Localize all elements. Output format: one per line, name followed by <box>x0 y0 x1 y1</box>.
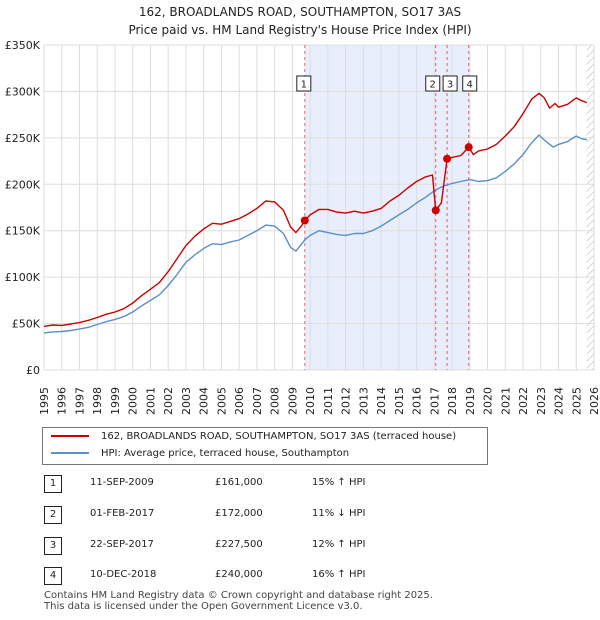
legend-item-property: 162, BROADLANDS ROAD, SOUTHAMPTON, SO17 … <box>51 429 456 445</box>
transaction-point <box>300 216 309 225</box>
x-tick-label: 2018 <box>446 387 459 415</box>
x-tick-label: 1998 <box>91 387 104 415</box>
chart-legend: 162, BROADLANDS ROAD, SOUTHAMPTON, SO17 … <box>42 427 488 465</box>
hpi-series-line <box>44 134 588 334</box>
transaction-marker-label: 4 <box>462 75 478 92</box>
transaction-price: £227,500 <box>215 539 263 550</box>
x-tick-label: 1995 <box>38 387 51 415</box>
transaction-marker-label: 1 <box>296 75 312 92</box>
price-chart: £0 £50K £100K £150K £200K £250K £300K £350K 1995… <box>5 39 600 415</box>
y-tick-label: £250K <box>5 132 41 145</box>
x-tick-label: 2005 <box>215 387 228 415</box>
x-tick-label: 2001 <box>144 387 157 415</box>
transaction-row: 4 10-DEC-2018 £240,000 16% ↑ HPI <box>0 567 600 587</box>
x-tick-label: 2013 <box>357 387 370 415</box>
hatched-projection-area <box>586 45 594 370</box>
transaction-price: £161,000 <box>215 477 263 488</box>
transaction-date: 22-SEP-2017 <box>90 539 154 550</box>
legend-label-property: 162, BROADLANDS ROAD, SOUTHAMPTON, SO17 … <box>101 431 457 442</box>
transaction-row: 3 22-SEP-2017 £227,500 12% ↑ HPI <box>0 537 600 557</box>
x-tick-label: 2012 <box>340 387 353 415</box>
transaction-number-badge: 3 <box>44 537 62 555</box>
transaction-marker-number: 3 <box>447 80 453 91</box>
x-tick-label: 2020 <box>482 387 495 415</box>
y-tick-label: £350K <box>5 39 41 52</box>
transaction-row: 1 11-SEP-2009 £161,000 15% ↑ HPI <box>0 475 600 495</box>
transaction-marker-box <box>425 75 441 92</box>
property-series-line <box>44 92 588 328</box>
x-tick-label: 2026 <box>588 387 600 415</box>
x-tick-label: 2007 <box>251 387 264 415</box>
transaction-number-badge: 4 <box>44 567 62 585</box>
legend-item-hpi: HPI: Average price, terraced house, Sout… <box>51 446 349 462</box>
x-tick-label: 2025 <box>570 387 583 415</box>
transaction-date: 01-FEB-2017 <box>90 508 155 519</box>
transaction-point <box>464 143 473 152</box>
x-tick-label: 2008 <box>269 387 282 415</box>
x-tick-label: 2019 <box>464 387 477 415</box>
transaction-price: £172,000 <box>215 508 263 519</box>
transaction-marker-number: 1 <box>301 80 307 91</box>
footer-copyright: Contains HM Land Registry data © Crown c… <box>44 590 433 601</box>
x-tick-label: 2021 <box>499 387 512 415</box>
x-tick-label: 2024 <box>553 387 566 415</box>
legend-swatch-hpi <box>51 452 89 454</box>
x-tick-label: 2023 <box>535 387 548 415</box>
x-tick-label: 2006 <box>233 387 246 415</box>
transaction-date: 10-DEC-2018 <box>90 569 157 580</box>
transaction-hpi-change: 12% ↑ HPI <box>312 539 366 550</box>
transaction-date: 11-SEP-2009 <box>90 477 154 488</box>
transaction-marker-box <box>296 75 312 92</box>
y-tick-label: £0 <box>26 364 40 377</box>
transaction-marker-number: 4 <box>467 80 473 91</box>
y-tick-label: £100K <box>5 271 41 284</box>
transaction-hpi-change: 11% ↓ HPI <box>312 508 366 519</box>
transaction-marker-box <box>442 75 458 92</box>
transaction-number-badge: 1 <box>44 475 62 493</box>
x-tick-label: 1997 <box>73 387 86 415</box>
x-tick-label: 1996 <box>56 387 69 415</box>
transaction-price: £240,000 <box>215 569 263 580</box>
legend-label-hpi: HPI: Average price, terraced house, Sout… <box>101 448 350 459</box>
x-tick-label: 2009 <box>286 387 299 415</box>
x-tick-label: 2022 <box>517 387 530 415</box>
transaction-point <box>443 154 452 163</box>
y-tick-label: £300K <box>5 85 41 98</box>
y-tick-label: £200K <box>5 178 41 191</box>
x-tick-label: 2004 <box>198 387 211 415</box>
x-tick-label: 2014 <box>375 387 388 415</box>
transaction-marker-number: 2 <box>430 80 436 91</box>
x-tick-label: 2011 <box>322 387 335 415</box>
chart-subtitle: Price paid vs. HM Land Registry's House … <box>128 23 472 37</box>
transaction-hpi-change: 16% ↑ HPI <box>312 569 366 580</box>
transaction-hpi-change: 15% ↑ HPI <box>312 477 366 488</box>
y-tick-label: £150K <box>5 225 41 238</box>
transaction-marker-label: 3 <box>442 75 458 92</box>
x-tick-label: 2016 <box>411 387 424 415</box>
legend-swatch-property <box>51 435 89 437</box>
x-tick-label: 1999 <box>109 387 122 415</box>
transaction-row: 2 01-FEB-2017 £172,000 11% ↓ HPI <box>0 506 600 526</box>
x-tick-label: 2017 <box>428 387 441 415</box>
transaction-number-badge: 2 <box>44 506 62 524</box>
transaction-marker-box <box>462 75 478 92</box>
x-tick-label: 2010 <box>304 387 317 415</box>
chart-title: 162, BROADLANDS ROAD, SOUTHAMPTON, SO17 … <box>138 5 462 19</box>
x-tick-label: 2015 <box>393 387 406 415</box>
x-tick-label: 2003 <box>180 387 193 415</box>
y-tick-label: £50K <box>12 318 41 331</box>
transaction-point <box>431 206 440 215</box>
x-tick-label: 2002 <box>162 387 175 415</box>
x-tick-label: 2000 <box>127 387 140 415</box>
footer-license: This data is licensed under the Open Gov… <box>44 601 363 612</box>
transaction-marker-label: 2 <box>425 75 441 92</box>
shaded-period <box>304 45 469 370</box>
